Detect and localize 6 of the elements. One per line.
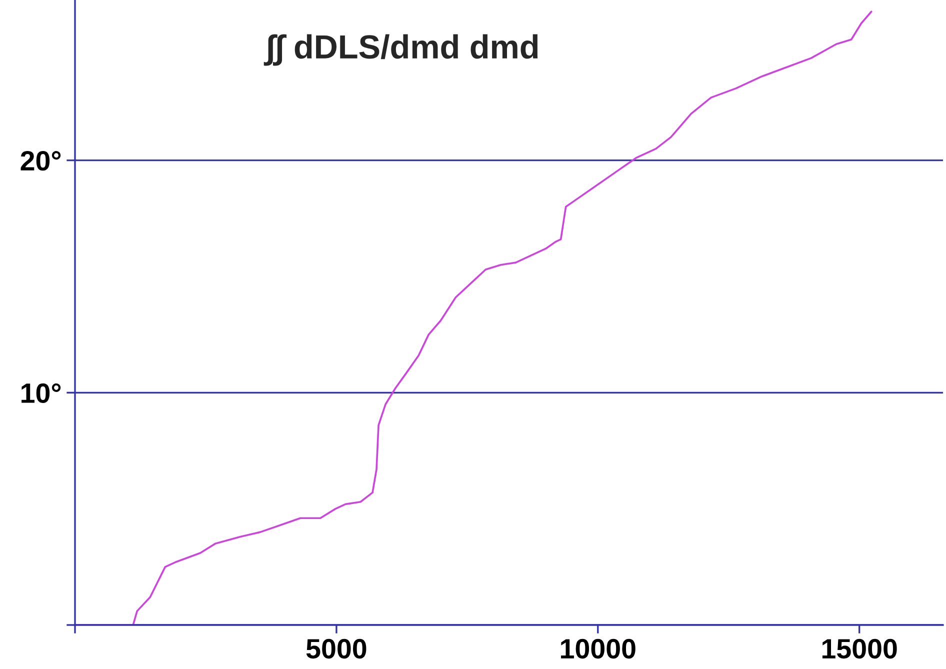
y-tick-label: 10° bbox=[22, 383, 61, 403]
text: ∫∫ dDLS/dmd dmd bbox=[264, 34, 538, 66]
x-tick-label: 10000 bbox=[561, 638, 636, 659]
x-tick-label: 15000 bbox=[822, 638, 897, 659]
x-tick-label: 5000 bbox=[306, 638, 366, 659]
y-tick-label: 20° bbox=[20, 150, 61, 171]
